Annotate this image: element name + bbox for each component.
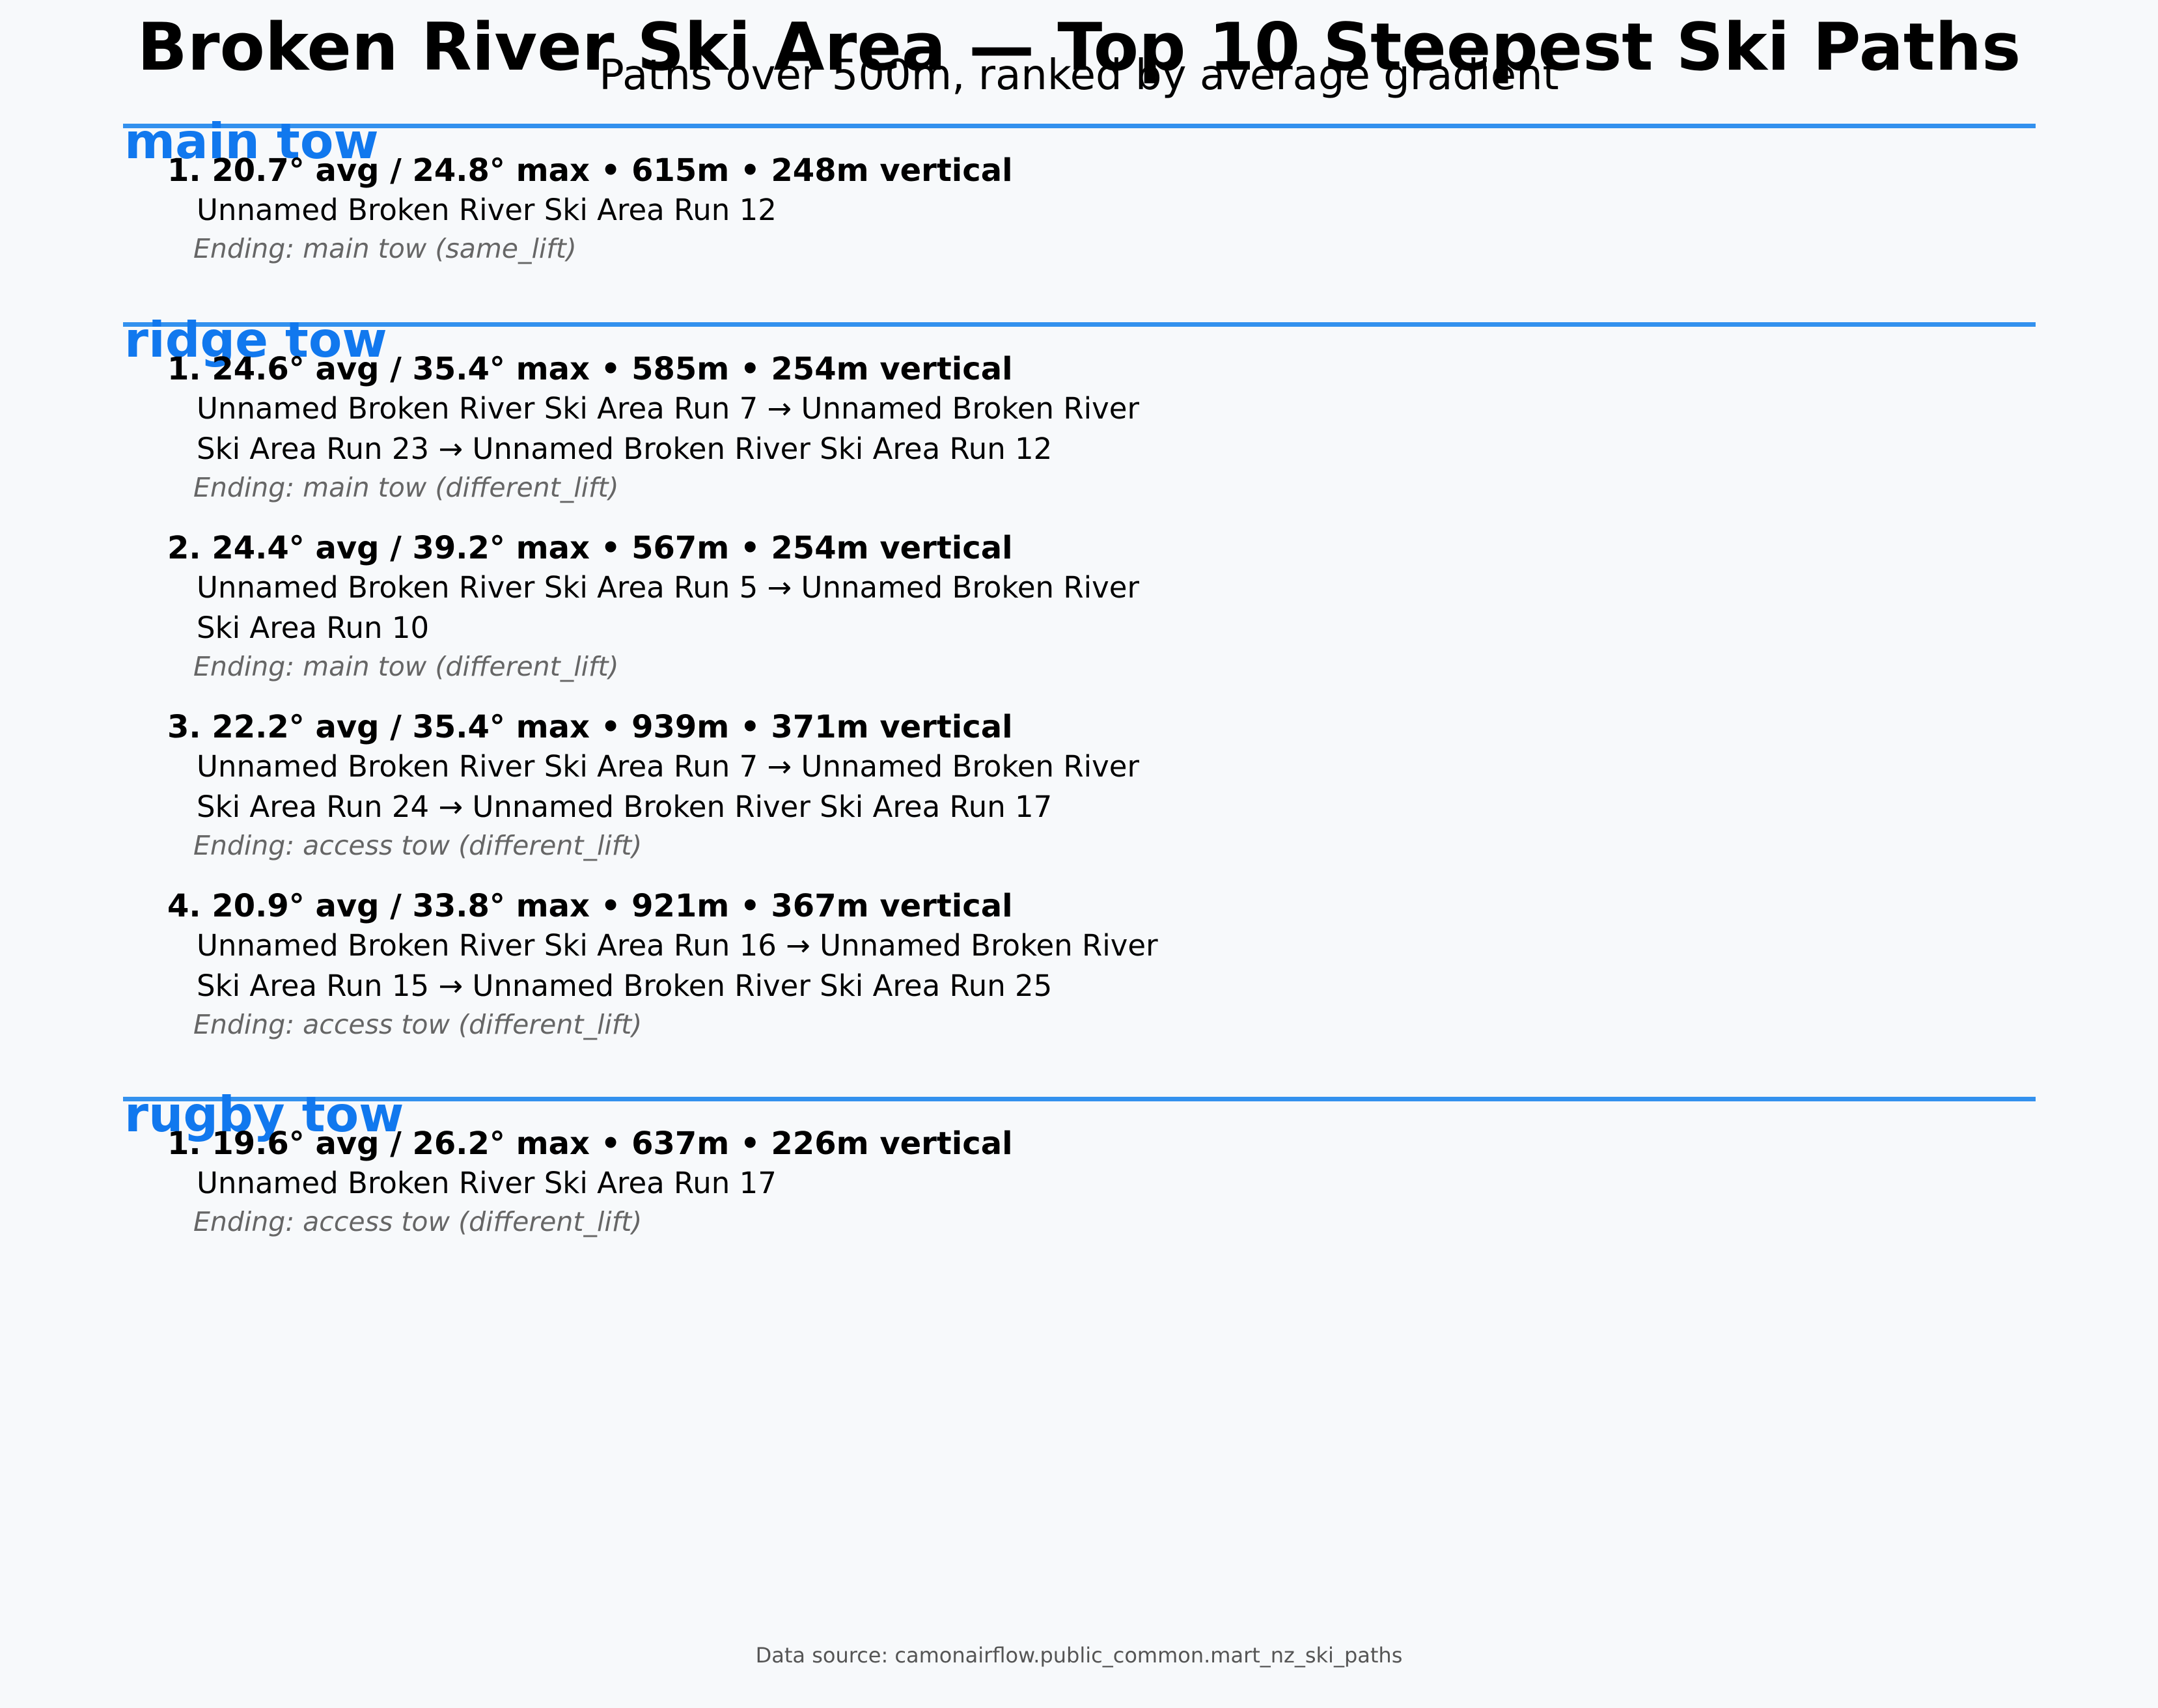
path-stats: 3. 22.2° avg / 35.4° max • 939m • 371m v… <box>167 709 1013 745</box>
path-stats: 1. 19.6° avg / 26.2° max • 637m • 226m v… <box>167 1125 1013 1162</box>
path-ending: Ending: access tow (different_lift) <box>193 1206 643 1237</box>
path-route-line: Unnamed Broken River Ski Area Run 12 <box>197 193 777 227</box>
section-title: rugby tow <box>124 1086 404 1143</box>
path-ending: Ending: main tow (same_lift) <box>193 233 577 264</box>
path-route-line: Unnamed Broken River Ski Area Run 5 → Un… <box>197 570 1139 605</box>
path-route-line: Unnamed Broken River Ski Area Run 17 <box>197 1166 777 1200</box>
path-stats: 1. 20.7° avg / 24.8° max • 615m • 248m v… <box>167 152 1013 189</box>
path-stats: 4. 20.9° avg / 33.8° max • 921m • 367m v… <box>167 888 1013 924</box>
section-divider <box>123 124 2036 128</box>
path-route-line: Ski Area Run 23 → Unnamed Broken River S… <box>197 432 1053 466</box>
path-stats: 2. 24.4° avg / 39.2° max • 567m • 254m v… <box>167 530 1013 566</box>
path-ending: Ending: main tow (different_lift) <box>193 651 619 682</box>
path-route-line: Unnamed Broken River Ski Area Run 7 → Un… <box>197 391 1139 426</box>
data-source-footer: Data source: camonairflow.public_common.… <box>755 1643 1403 1668</box>
page-subtitle: Paths over 500m, ranked by average gradi… <box>599 51 1559 100</box>
path-route-line: Unnamed Broken River Ski Area Run 7 → Un… <box>197 749 1139 784</box>
path-route-line: Unnamed Broken River Ski Area Run 16 → U… <box>197 928 1158 963</box>
section-divider <box>123 1097 2036 1101</box>
section-divider <box>123 322 2036 327</box>
path-ending: Ending: main tow (different_lift) <box>193 472 619 503</box>
section-title: ridge tow <box>124 311 387 368</box>
path-ending: Ending: access tow (different_lift) <box>193 1009 643 1040</box>
path-route-line: Ski Area Run 24 → Unnamed Broken River S… <box>197 790 1053 824</box>
path-route-line: Ski Area Run 10 <box>197 611 430 645</box>
path-route-line: Ski Area Run 15 → Unnamed Broken River S… <box>197 969 1053 1003</box>
page-title: Broken River Ski Area — Top 10 Steepest … <box>137 8 2021 85</box>
path-ending: Ending: access tow (different_lift) <box>193 830 643 861</box>
path-stats: 1. 24.6° avg / 35.4° max • 585m • 254m v… <box>167 351 1013 387</box>
section-title: main tow <box>124 113 379 170</box>
